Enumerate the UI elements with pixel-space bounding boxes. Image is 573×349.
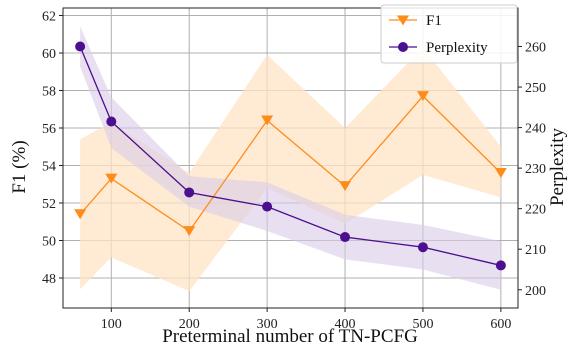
- legend-f1-marker: [397, 15, 409, 26]
- perplexity-point: [340, 232, 351, 243]
- perplexity-point: [417, 242, 428, 253]
- axis-ticks: 100 200 300 400 500 600 48 50 52 54 56 58 60 62 200 210…: [42, 10, 546, 333]
- legend-perplexity-label: Perplexity: [426, 40, 488, 56]
- confidence-bands: [80, 26, 501, 292]
- f1-point: [261, 115, 274, 126]
- series-markers: [74, 41, 507, 271]
- y-axis-label-left: F1 (%): [9, 140, 30, 193]
- legend-perplexity-marker: [398, 42, 408, 52]
- f1-band: [80, 47, 501, 292]
- x-tick-label: 100: [101, 317, 122, 332]
- perplexity-band: [80, 26, 501, 290]
- plot-frame: [62, 7, 519, 309]
- x-tick-label: 600: [490, 317, 511, 332]
- y-left-tick-label: 56: [42, 122, 56, 137]
- f1-point: [183, 226, 196, 237]
- y-right-tick-label: 220: [525, 203, 546, 218]
- y-axis-label-right: Perplexity: [547, 127, 568, 206]
- x-tick-label: 300: [257, 317, 278, 332]
- y-left-tick-label: 50: [42, 235, 56, 250]
- y-right-tick-label: 230: [525, 162, 546, 177]
- f1-point: [74, 209, 87, 220]
- y-right-tick-label: 250: [525, 81, 546, 96]
- perplexity-point: [495, 260, 506, 271]
- y-left-tick-label: 60: [42, 47, 56, 62]
- x-tick-label: 200: [179, 317, 200, 332]
- y-left-tick-label: 58: [42, 85, 56, 100]
- y-right-tick-label: 260: [525, 41, 546, 56]
- f1-point: [416, 91, 429, 102]
- x-axis-label: Preterminal number of TN-PCFG: [162, 326, 418, 347]
- y-left-tick-label: 52: [42, 197, 56, 212]
- x-tick-label: 400: [335, 317, 356, 332]
- f1-point: [105, 173, 118, 184]
- perplexity-point: [262, 201, 273, 212]
- f1-point: [494, 168, 507, 178]
- y-right-tick-label: 210: [525, 243, 546, 258]
- y-left-tick-label: 54: [42, 160, 56, 175]
- x-tick-label: 500: [412, 317, 433, 332]
- legend-f1-label: F1: [426, 13, 442, 29]
- perplexity-point: [75, 41, 86, 52]
- perplexity-point: [184, 187, 195, 198]
- legend: F1 Perplexity: [380, 4, 518, 64]
- y-left-tick-label: 48: [42, 272, 56, 287]
- y-right-tick-label: 240: [525, 122, 546, 137]
- y-right-tick-label: 200: [525, 284, 546, 299]
- perplexity-point: [106, 116, 117, 127]
- f1-point: [339, 181, 352, 192]
- y-left-tick-label: 62: [42, 10, 56, 25]
